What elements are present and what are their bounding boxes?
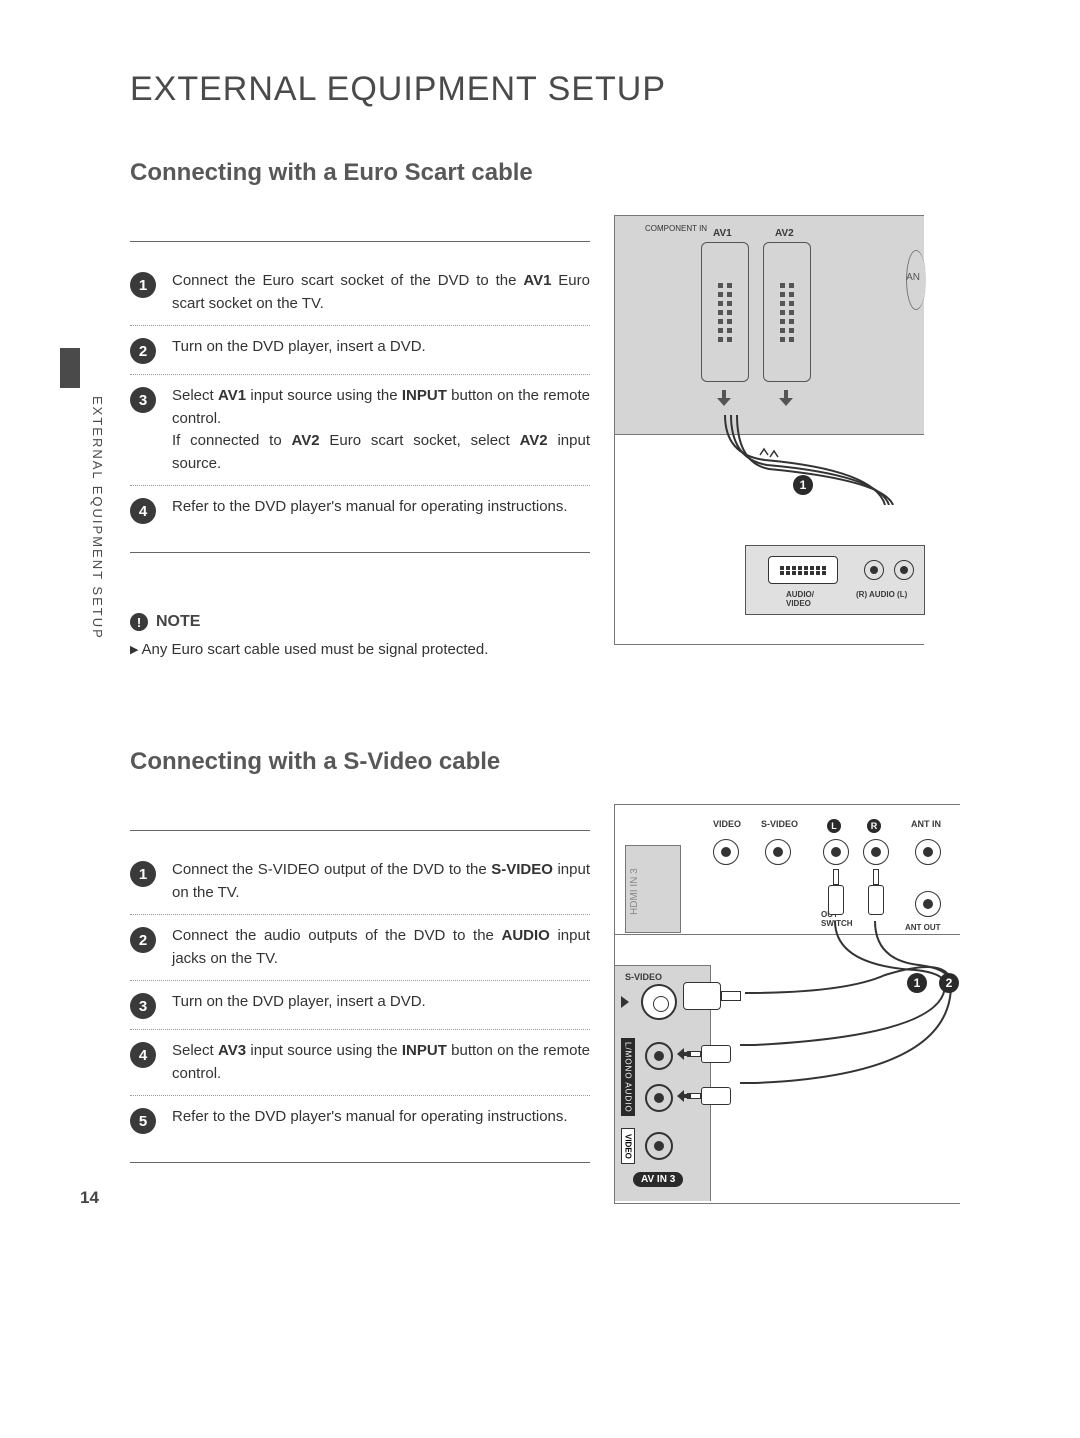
step: 3 Turn on the DVD player, insert a DVD.: [130, 980, 590, 1029]
step-text: Refer to the DVD player's manual for ope…: [172, 496, 568, 519]
side-audio-label: L/MONO AUDIO: [621, 1038, 635, 1116]
divider: [130, 830, 590, 831]
rca-plug-icon: [868, 869, 884, 919]
antin-label: ANT IN: [911, 819, 941, 829]
step: 4 Select AV3 input source using the INPUT…: [130, 1029, 590, 1095]
jack-icon: [915, 891, 941, 917]
rca-plug-icon: [687, 1087, 733, 1105]
step-text: Refer to the DVD player's manual for ope…: [172, 1106, 568, 1129]
component-in-label: COMPONENT IN: [645, 224, 707, 233]
step-number-badge: 5: [130, 1108, 156, 1134]
l-badge-icon: L: [827, 819, 841, 833]
scart-socket-icon: [701, 242, 749, 382]
step-number-badge: 2: [130, 338, 156, 364]
step: 3 Select AV1 input source using the INPUT…: [130, 374, 590, 485]
svideo-plug-icon: [683, 981, 743, 1011]
step: 1 Connect the S-VIDEO output of the DVD t…: [130, 849, 590, 914]
diagram-step-badge: 1: [793, 475, 813, 495]
avin3-label: AV IN 3: [633, 1172, 683, 1187]
jack-icon: [645, 1132, 673, 1160]
section1-steps: 1 Connect the Euro scart socket of the DV…: [130, 215, 590, 658]
cable-icon: [675, 415, 895, 505]
step: 4 Refer to the DVD player's manual for op…: [130, 485, 590, 534]
section1-diagram: COMPONENT IN AN AV1 AV2: [614, 215, 924, 645]
r-badge-icon: R: [867, 819, 881, 833]
diagram-step-badge: 1: [907, 973, 927, 993]
divider: [130, 1162, 590, 1163]
page: EXTERNAL EQUIPMENT SETUP EXTERNAL EQUIPM…: [0, 0, 1080, 1244]
note-label: NOTE: [156, 613, 200, 631]
svideo-jack-icon: [641, 984, 677, 1020]
step-number-badge: 1: [130, 272, 156, 298]
section1-row: 1 Connect the Euro scart socket of the DV…: [130, 215, 990, 658]
jack-icon: [765, 839, 791, 865]
step-number-badge: 3: [130, 993, 156, 1019]
arrow-left-icon: [677, 1048, 691, 1060]
an-label: AN: [906, 272, 920, 283]
side-svideo-label: S-VIDEO: [625, 972, 662, 982]
jack-icon: [713, 839, 739, 865]
jack-icon: [915, 839, 941, 865]
step-number-badge: 3: [130, 387, 156, 413]
step-number-badge: 4: [130, 1042, 156, 1068]
jack-icon: [645, 1042, 673, 1070]
jack-icon: [823, 839, 849, 865]
note-text: Any Euro scart cable used must be signal…: [130, 641, 590, 658]
side-tab: [60, 348, 80, 388]
rca-plug-icon: [828, 869, 844, 919]
jack-icon: [645, 1084, 673, 1112]
section2-diagram: HDMI IN 3 VIDEO S-VIDEO L R ANT IN ANT O…: [614, 804, 960, 1204]
audio-video-label: AUDIO/ VIDEO: [786, 590, 814, 608]
jack-icon: [863, 839, 889, 865]
step-text: Select AV3 input source using the INPUT …: [172, 1040, 590, 1085]
section2-steps: 1 Connect the S-VIDEO output of the DVD t…: [130, 804, 590, 1163]
step-text: Turn on the DVD player, insert a DVD.: [172, 991, 426, 1014]
step: 2 Turn on the DVD player, insert a DVD.: [130, 325, 590, 374]
arrow-down-icon: [717, 390, 731, 408]
step: 2 Connect the audio outputs of the DVD to…: [130, 914, 590, 980]
step-number-badge: 1: [130, 861, 156, 887]
step-text: Connect the S-VIDEO output of the DVD to…: [172, 859, 590, 904]
note-block: ! NOTE Any Euro scart cable used must be…: [130, 613, 590, 658]
svideo-label: S-VIDEO: [761, 819, 798, 829]
hdmi-label: HDMI IN 3: [629, 868, 640, 915]
side-video-label: VIDEO: [621, 1128, 635, 1164]
page-title: EXTERNAL EQUIPMENT SETUP: [130, 70, 990, 109]
triangle-icon: [621, 996, 629, 1008]
step-number-badge: 2: [130, 927, 156, 953]
section2: Connecting with a S-Video cable 1 Connect…: [130, 748, 990, 1204]
page-number: 14: [80, 1188, 99, 1208]
side-section-label: EXTERNAL EQUIPMENT SETUP: [90, 396, 105, 640]
section2-title: Connecting with a S-Video cable: [130, 748, 990, 776]
diagram-step-badge: 2: [939, 973, 959, 993]
arrow-left-icon: [677, 1090, 691, 1102]
arrow-down-icon: [779, 390, 793, 408]
step-text: Turn on the DVD player, insert a DVD.: [172, 336, 426, 359]
rca-plug-icon: [687, 1045, 733, 1063]
note-icon: !: [130, 613, 148, 631]
dvd-player-icon: AUDIO/ VIDEO (R) AUDIO (L): [745, 545, 925, 615]
video-label: VIDEO: [713, 819, 741, 829]
step-text: Connect the Euro scart socket of the DVD…: [172, 270, 590, 315]
step-text: Select AV1 input source using the INPUT …: [172, 385, 590, 475]
divider: [130, 552, 590, 553]
av1-label: AV1: [713, 228, 732, 239]
r-audio-l-label: (R) AUDIO (L): [856, 590, 907, 599]
step-text: Connect the audio outputs of the DVD to …: [172, 925, 590, 970]
step: 5 Refer to the DVD player's manual for op…: [130, 1095, 590, 1144]
step-number-badge: 4: [130, 498, 156, 524]
av2-label: AV2: [775, 228, 794, 239]
scart-socket-icon: [763, 242, 811, 382]
section1-title: Connecting with a Euro Scart cable: [130, 159, 990, 187]
divider: [130, 241, 590, 242]
step: 1 Connect the Euro scart socket of the DV…: [130, 260, 590, 325]
